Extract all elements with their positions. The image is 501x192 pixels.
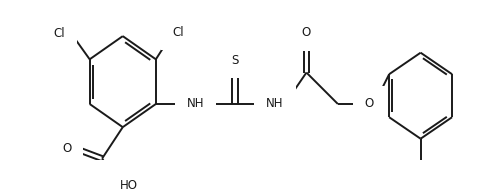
Text: NH: NH xyxy=(266,98,283,110)
Text: S: S xyxy=(231,54,238,67)
Text: Cl: Cl xyxy=(53,27,65,40)
Text: NH: NH xyxy=(186,98,204,110)
Text: O: O xyxy=(62,142,71,155)
Text: O: O xyxy=(364,98,373,110)
Text: HO: HO xyxy=(120,179,138,192)
Text: Cl: Cl xyxy=(172,26,184,39)
Text: O: O xyxy=(301,26,311,39)
